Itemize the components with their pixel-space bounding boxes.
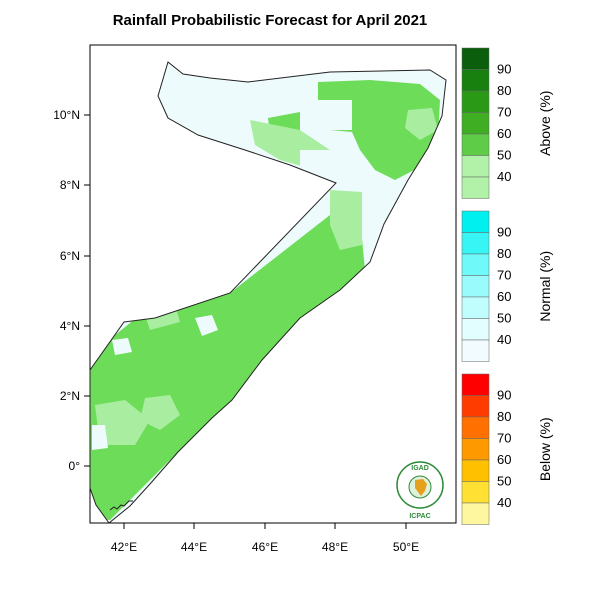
normal-patch [112, 338, 132, 355]
legend-swatch [461, 416, 490, 439]
above-40-patch [140, 395, 180, 430]
legend-value: 70 [497, 105, 511, 120]
legend-title: Below (%) [537, 417, 553, 481]
legend-value: 70 [497, 268, 511, 283]
logo-top-text: IGAD [411, 465, 429, 472]
legend-swatch [461, 502, 490, 525]
icpac-logo: IGAD ICPAC [396, 461, 444, 520]
legend-value: 60 [497, 452, 511, 467]
legend-swatch [461, 69, 490, 92]
legend-swatch [461, 296, 490, 319]
legend-value: 60 [497, 289, 511, 304]
legend-value: 50 [497, 474, 511, 489]
legend-swatch [461, 133, 490, 156]
lat-tick-label: 0° [69, 459, 81, 473]
somalia-outline [89, 61, 447, 524]
lat-tick-label: 8°N [60, 178, 80, 192]
legend-swatch [461, 90, 490, 113]
legend-block: 90 80 70 60 50 40 Normal (%) [461, 210, 553, 362]
above-40-patch [405, 108, 438, 140]
chart-title: Rainfall Probabilistic Forecast for Apri… [112, 12, 428, 29]
legend-value: 40 [497, 332, 511, 347]
legend-value: 40 [497, 495, 511, 510]
normal-patch [195, 315, 218, 336]
longitude-axis: 42°E 44°E 46°E 48°E 50°E [111, 523, 419, 554]
latitude-axis: 10°N 8°N 6°N 4°N 2°N 0° [53, 108, 90, 473]
legend-value: 90 [497, 388, 511, 403]
island-marks [109, 500, 133, 511]
lat-tick-label: 2°N [60, 389, 80, 403]
legend-swatch [461, 395, 490, 418]
above-50-region-south [90, 215, 365, 520]
lon-tick-label: 48°E [322, 540, 348, 554]
legend-value: 80 [497, 409, 511, 424]
legend-value: 40 [497, 169, 511, 184]
lon-tick-label: 44°E [181, 540, 207, 554]
legend-title: Above (%) [537, 91, 553, 156]
legend-value: 80 [497, 246, 511, 261]
legend: 90 80 70 60 50 40 Above (%) 90 80 70 60 50 40 Normal … [461, 47, 553, 525]
normal-patch [318, 100, 352, 130]
normal-patch [92, 425, 108, 450]
legend-swatch [461, 232, 490, 255]
legend-swatch [461, 459, 490, 482]
legend-swatch [461, 155, 490, 178]
legend-swatch [461, 339, 490, 362]
lat-tick-label: 4°N [60, 319, 80, 333]
legend-swatch [461, 318, 490, 341]
legend-swatch [461, 176, 490, 199]
above-40-patch [95, 400, 150, 445]
legend-title: Normal (%) [537, 251, 553, 322]
above-40-patch [330, 190, 362, 250]
legend-value: 50 [497, 148, 511, 163]
legend-block: 90 80 70 60 50 40 Below (%) [461, 373, 553, 525]
legend-swatch [461, 253, 490, 276]
legend-swatch [461, 481, 490, 504]
legend-swatch [461, 112, 490, 135]
legend-value: 90 [497, 62, 511, 77]
legend-swatch [461, 275, 490, 298]
lat-tick-label: 6°N [60, 249, 80, 263]
legend-value: 60 [497, 126, 511, 141]
legend-value: 90 [497, 225, 511, 240]
legend-block: 90 80 70 60 50 40 Above (%) [461, 47, 553, 199]
legend-value: 80 [497, 83, 511, 98]
lon-tick-label: 46°E [252, 540, 278, 554]
legend-value: 50 [497, 311, 511, 326]
lat-tick-label: 10°N [53, 108, 80, 122]
legend-value: 70 [497, 431, 511, 446]
lon-tick-label: 42°E [111, 540, 137, 554]
legend-swatch [461, 47, 490, 70]
legend-swatch [461, 438, 490, 461]
legend-swatch [461, 210, 490, 233]
logo-africa-shape [415, 479, 427, 496]
legend-swatch [461, 373, 490, 396]
lon-tick-label: 50°E [393, 540, 419, 554]
logo-bottom-text: ICPAC [409, 513, 430, 520]
